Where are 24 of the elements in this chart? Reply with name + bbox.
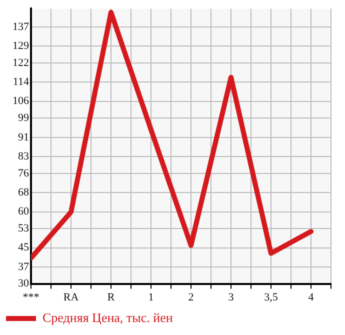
- x-tick-label: ***: [22, 291, 40, 304]
- y-tick-label: 114: [12, 76, 30, 88]
- y-tick-label: 106: [12, 95, 30, 108]
- y-tick-label: 91: [18, 131, 29, 144]
- y-tick-label: 68: [18, 186, 30, 198]
- y-tick-label: 30: [18, 278, 30, 290]
- y-tick-label: 137: [12, 20, 30, 33]
- x-tick-label: 2: [188, 291, 194, 304]
- x-tick-label: 1: [148, 291, 154, 304]
- y-tick-label: 60: [18, 206, 30, 218]
- y-tick-label: 129: [12, 40, 30, 52]
- x-tick-label: R: [107, 291, 116, 304]
- y-tick-label: 99: [18, 112, 30, 124]
- x-tick-label: RA: [63, 291, 79, 304]
- y-tick-label: 45: [18, 242, 30, 254]
- x-tick-label: 3: [228, 291, 234, 304]
- y-tick-label: 122: [12, 56, 29, 69]
- y-tick-label: 83: [18, 150, 30, 162]
- y-tick-label: 76: [18, 167, 30, 180]
- x-tick-label: 3,5: [264, 291, 278, 304]
- y-tick-label: 53: [18, 222, 30, 234]
- x-tick-label: 4: [308, 291, 314, 304]
- y-tick-label: 37: [18, 260, 30, 273]
- legend-label: Средняя Цена, тыс. йен: [42, 310, 173, 325]
